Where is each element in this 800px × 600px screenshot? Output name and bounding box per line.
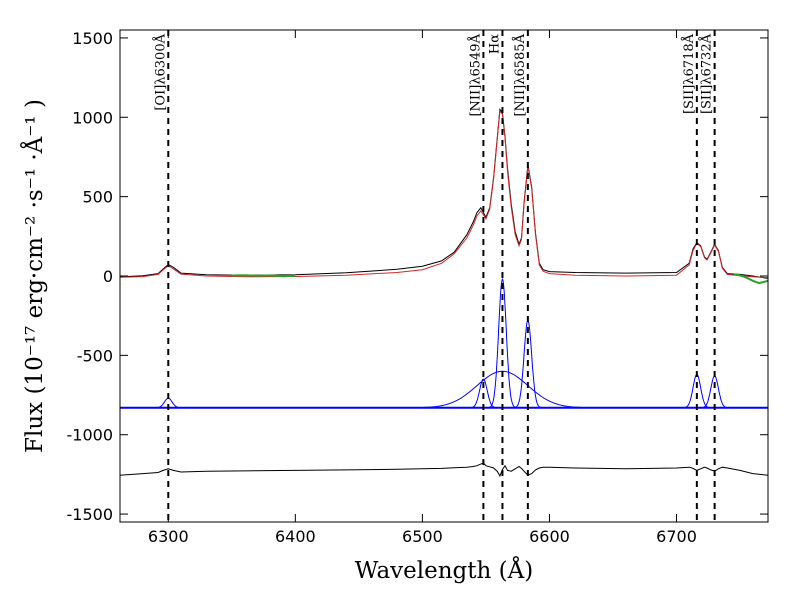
continuum-window-0 — [231, 274, 296, 278]
x-tick-label: 6500 — [402, 527, 443, 546]
line-label-1: [NII]λ6549Å — [467, 33, 483, 116]
x-axis-label: Wavelength (Å) — [355, 556, 533, 584]
y-tick-label: 0 — [103, 267, 113, 286]
series-model-fit — [120, 109, 768, 279]
y-tick-label: -1000 — [67, 426, 114, 445]
series-observed-spectrum — [120, 108, 768, 279]
series-residuals — [120, 462, 768, 478]
x-tick-label: 6300 — [148, 527, 189, 546]
y-axis-label: Flux (10⁻¹⁷ erg·cm⁻² ·s⁻¹ ·Å⁻¹ ) — [20, 99, 48, 453]
y-tick-label: -500 — [77, 346, 113, 365]
y-tick-label: 1000 — [72, 108, 113, 127]
axis-ticks: 6300 6400 6500 6600 6700 -1500 -1000 -500 0 500 10… — [67, 29, 768, 546]
x-tick-label: 6700 — [656, 527, 697, 546]
line-label-4: [SII]λ6718Å — [681, 33, 697, 114]
x-tick-label: 6600 — [529, 527, 570, 546]
emission-line-markers: [OI]λ6300Å [NII]λ6549Å Hα [NII]λ6585Å [SII]λ… — [152, 30, 716, 522]
line-label-5: [SII]λ6732Å — [699, 33, 715, 114]
line-label-0: [OI]λ6300Å — [152, 33, 168, 110]
x-tick-label: 6400 — [275, 527, 316, 546]
plot-area — [120, 108, 768, 478]
line-label-3: [NII]λ6585Å — [512, 33, 528, 116]
y-tick-label: 1500 — [72, 29, 113, 48]
axes-frame — [119, 29, 769, 523]
continuum-window-1 — [733, 273, 768, 285]
y-tick-label: 500 — [82, 188, 113, 207]
line-label-2: Hα — [487, 34, 502, 54]
y-tick-label: -1500 — [67, 505, 114, 524]
